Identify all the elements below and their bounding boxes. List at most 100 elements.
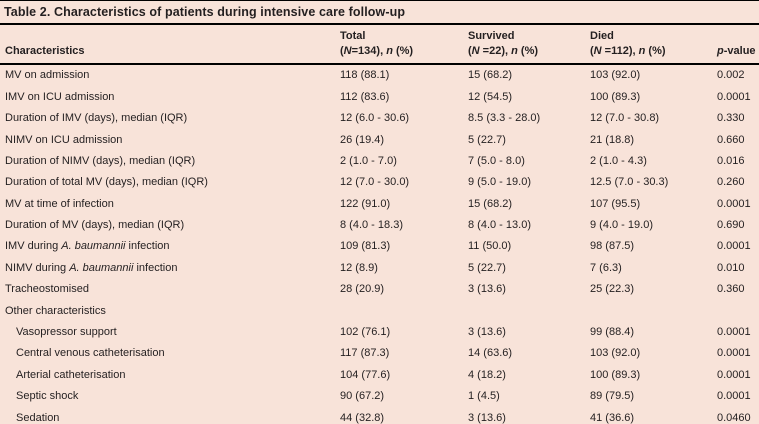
row-characteristic-label: Septic shock	[0, 386, 335, 407]
header-total-n-open: (	[340, 44, 344, 57]
header-total-line2: (N=134), n (%)	[340, 44, 463, 59]
header-survived-n-symbol: N	[471, 44, 480, 57]
header-survived-line1: Survived	[468, 30, 515, 42]
cell-survived: 7 (5.0 - 8.0)	[468, 154, 525, 167]
cell-died: 21 (18.8)	[590, 133, 635, 146]
table-row: Duration of MV (days), median (IQR) 8 (4…	[0, 214, 759, 235]
header-pvalue-suffix: -value	[723, 44, 756, 57]
cell-total: 2 (1.0 - 7.0)	[340, 154, 397, 167]
cell-pvalue: 0.016	[717, 154, 745, 167]
row-characteristic-label: Duration of MV (days), median (IQR)	[0, 214, 335, 235]
header-died-n-small: n	[638, 44, 646, 57]
table-row: Tracheostomised 28 (20.9) 3 (13.6) 25 (2…	[0, 279, 759, 300]
label-suffix: infection	[133, 261, 178, 274]
cell-died: 89 (79.5)	[590, 390, 635, 403]
cell-survived: 11 (50.0)	[468, 240, 512, 253]
cell-pvalue: 0.0001	[717, 347, 751, 360]
cell-total: 44 (32.8)	[340, 411, 385, 424]
table-row: Septic shock 90 (67.2) 1 (4.5) 89 (79.5)…	[0, 386, 759, 407]
table-row: IMV during A. baumannii infection 109 (8…	[0, 236, 759, 257]
label-text: Duration of NIMV (days), median (IQR)	[5, 154, 196, 167]
table-row: Sedation 44 (32.8) 3 (13.6) 41 (36.6) 0.…	[0, 407, 759, 424]
label-text: NIMV on ICU admission	[5, 133, 123, 146]
cell-died: 103 (92.0)	[590, 69, 641, 82]
row-characteristic-label: NIMV during A. baumannii infection	[0, 257, 335, 278]
row-characteristic-label: Other characteristics	[0, 300, 335, 321]
table-row: IMV on ICU admission 112 (83.6) 12 (54.5…	[0, 86, 759, 107]
cell-pvalue: 0.0460	[717, 411, 751, 424]
table-row: Arterial catheterisation 104 (77.6) 4 (1…	[0, 364, 759, 385]
table-row: Duration of total MV (days), median (IQR…	[0, 172, 759, 193]
cell-total	[335, 300, 463, 321]
table-row: MV on admission 118 (88.1) 15 (68.2) 103…	[0, 64, 759, 86]
table-body: MV on admission 118 (88.1) 15 (68.2) 103…	[0, 64, 759, 424]
header-pvalue: p-value	[712, 25, 759, 65]
label-text: Duration of total MV (days), median (IQR…	[5, 176, 208, 189]
cell-survived: 12 (54.5)	[468, 90, 513, 103]
header-survived-pct: (%)	[517, 44, 539, 57]
cell-died: 7 (6.3)	[590, 261, 622, 274]
row-characteristic-label: Central venous catheterisation	[0, 343, 335, 364]
cell-died: 9 (4.0 - 19.0)	[590, 219, 653, 232]
cell-pvalue	[712, 300, 759, 321]
header-characteristics-label: Characteristics	[5, 44, 85, 57]
cell-survived: 5 (22.7)	[468, 133, 506, 146]
cell-survived: 15 (68.2)	[468, 69, 513, 82]
cell-total: 102 (76.1)	[340, 326, 391, 339]
label-text: IMV on ICU admission	[5, 90, 115, 103]
label-species-italic: A. baumannii	[61, 240, 126, 253]
cell-survived: 3 (13.6)	[468, 283, 506, 296]
label-text: Arterial catheterisation	[16, 368, 126, 381]
row-characteristic-label: Duration of NIMV (days), median (IQR)	[0, 150, 335, 171]
header-survived-n-open: (	[468, 44, 472, 57]
cell-total: 118 (88.1)	[340, 69, 390, 82]
header-total-line1: Total	[340, 30, 366, 42]
header-total-n-symbol: N	[343, 44, 352, 57]
cell-died: 100 (89.3)	[590, 90, 641, 103]
cell-total: 12 (8.9)	[340, 261, 378, 274]
row-characteristic-label: Duration of IMV (days), median (IQR)	[0, 107, 335, 128]
row-characteristic-label: Sedation	[0, 407, 335, 424]
cell-pvalue: 0.260	[717, 176, 745, 189]
row-characteristic-label: IMV on ICU admission	[0, 86, 335, 107]
table-row: NIMV during A. baumannii infection 12 (8…	[0, 257, 759, 278]
header-died-line2: (N =112), n (%)	[590, 44, 712, 59]
row-characteristic-label: NIMV on ICU admission	[0, 129, 335, 150]
cell-pvalue: 0.0001	[717, 368, 751, 381]
cell-survived: 14 (63.6)	[468, 347, 513, 360]
label-text: Septic shock	[16, 390, 79, 403]
header-total-pct: (%)	[392, 44, 414, 57]
cell-pvalue: 0.002	[717, 69, 745, 82]
label-text: IMV during	[5, 240, 62, 253]
header-total-n-count: =134),	[351, 44, 387, 57]
cell-survived: 5 (22.7)	[468, 261, 506, 274]
cell-survived	[463, 300, 585, 321]
cell-pvalue: 0.0001	[717, 390, 751, 403]
header-died-n-open: (	[590, 44, 594, 57]
table-header: Characteristics Total (N=134), n (%) Sur…	[0, 25, 759, 65]
header-survived-n-count: =22),	[479, 44, 512, 57]
cell-died: 12.5 (7.0 - 30.3)	[590, 176, 669, 189]
header-survived-n-small: n	[511, 44, 518, 57]
cell-died: 2 (1.0 - 4.3)	[590, 154, 647, 167]
label-species-italic: A. baumannii	[69, 261, 134, 274]
label-text: Other characteristics	[5, 304, 106, 317]
cell-pvalue: 0.360	[717, 283, 745, 296]
cell-died: 99 (88.4)	[590, 326, 635, 339]
characteristics-table: Characteristics Total (N=134), n (%) Sur…	[0, 25, 759, 424]
table-row: Other characteristics	[0, 300, 759, 321]
cell-died: 107 (95.5)	[590, 197, 641, 210]
table-row: Duration of IMV (days), median (IQR) 12 …	[0, 107, 759, 128]
cell-total: 104 (77.6)	[340, 368, 391, 381]
label-text: MV on admission	[5, 69, 90, 82]
row-characteristic-label: IMV during A. baumannii infection	[0, 236, 335, 257]
header-survived: Survived (N =22), n (%)	[463, 25, 585, 65]
cell-total: 117 (87.3)	[340, 347, 390, 360]
header-characteristics: Characteristics	[0, 25, 335, 65]
cell-total: 12 (7.0 - 30.0)	[340, 176, 410, 189]
table-title: Table 2. Characteristics of patients dur…	[0, 1, 759, 25]
cell-total: 8 (4.0 - 18.3)	[340, 219, 403, 232]
header-died-n-symbol: N	[593, 44, 602, 57]
cell-pvalue: 0.0001	[717, 90, 751, 103]
